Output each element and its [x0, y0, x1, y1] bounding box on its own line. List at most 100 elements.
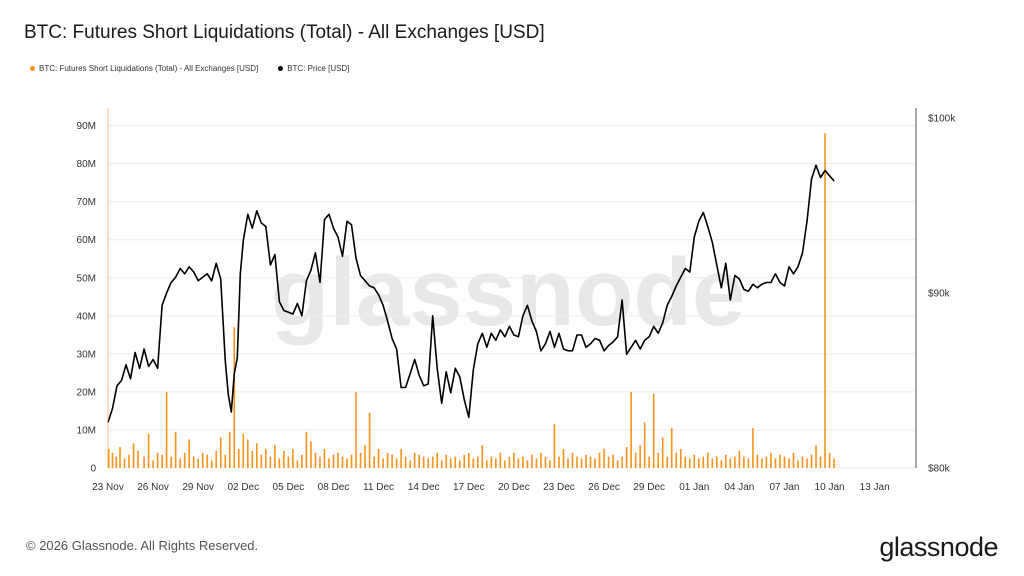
y-left-tick-label: 40M	[77, 311, 96, 322]
x-tick-label: 17 Dec	[453, 482, 485, 493]
liquidation-bar	[228, 431, 231, 468]
liquidation-bar	[161, 454, 163, 468]
liquidation-bar	[256, 443, 258, 468]
liquidation-bar	[287, 456, 290, 468]
liquidation-bar	[119, 447, 121, 468]
liquidation-bar	[278, 458, 281, 468]
liquidation-bar	[219, 437, 222, 468]
liquidation-bar	[156, 452, 159, 468]
liquidation-bar	[274, 445, 276, 468]
legend-item-liquidations[interactable]: BTC: Futures Short Liquidations (Total) …	[30, 64, 258, 73]
liquidation-bar	[477, 456, 479, 468]
liquidation-bar	[192, 456, 195, 468]
liquidation-bar	[310, 441, 312, 468]
liquidation-bar	[269, 456, 272, 468]
liquidation-bar	[535, 458, 538, 468]
glassnode-logo: glassnode	[879, 532, 998, 562]
liquidation-bar	[314, 452, 317, 468]
liquidation-bar	[652, 393, 655, 468]
liquidation-bar	[431, 456, 434, 468]
legend-item-price[interactable]: BTC: Price [USD]	[278, 64, 349, 73]
liquidation-bar	[738, 450, 741, 468]
y-right-tick-label: $100k	[928, 114, 956, 125]
liquidation-bar	[761, 458, 763, 468]
liquidation-bar	[526, 460, 529, 468]
liquidation-bar	[454, 456, 457, 468]
liquidation-bar	[206, 454, 209, 468]
liquidation-bar	[670, 428, 673, 468]
liquidation-bar	[445, 454, 448, 468]
liquidation-bar	[409, 460, 411, 468]
liquidation-bar	[797, 460, 799, 468]
liquidation-bar	[123, 458, 126, 468]
x-tick-label: 29 Nov	[182, 482, 214, 493]
liquidation-bar	[508, 456, 511, 468]
chart-axes: 0 10M 20M 30M 40M 50M 60M 70M 80M 90M $80k $90k $100…	[77, 108, 956, 493]
liquidation-bar	[364, 445, 366, 468]
liquidation-bar	[792, 452, 795, 468]
y-left-tick-label: 60M	[77, 235, 96, 246]
liquidation-bar	[355, 391, 357, 468]
liquidation-bar	[643, 422, 646, 468]
y-left-tick-label: 0	[90, 464, 96, 475]
liquidation-bar	[711, 458, 714, 468]
liquidation-bar	[752, 428, 754, 468]
liquidation-bar	[549, 460, 551, 468]
x-tick-label: 01 Jan	[679, 482, 709, 493]
liquidation-bar	[810, 454, 813, 468]
x-tick-label: 20 Dec	[498, 482, 530, 493]
liquidation-bars	[107, 133, 835, 468]
liquidation-bar	[305, 431, 308, 468]
liquidation-bar	[481, 445, 484, 468]
liquidation-bar	[765, 456, 768, 468]
chart-legend: BTC: Futures Short Liquidations (Total) …	[30, 64, 349, 73]
liquidation-bar	[283, 450, 285, 468]
liquidation-bar	[247, 439, 249, 468]
liquidation-bar	[251, 450, 254, 468]
liquidation-bar	[418, 454, 420, 468]
liquidation-bar	[774, 458, 777, 468]
liquidation-bar	[490, 456, 493, 468]
liquidation-bar	[828, 452, 831, 468]
liquidation-bar	[779, 454, 781, 468]
liquidation-bar	[174, 431, 177, 468]
liquidation-bar	[819, 456, 822, 468]
liquidation-bar	[210, 460, 213, 468]
liquidation-bar	[706, 452, 709, 468]
liquidation-bar	[725, 454, 727, 468]
x-tick-label: 10 Jan	[815, 482, 845, 493]
liquidation-bar	[436, 452, 439, 468]
liquidation-bar	[679, 448, 682, 468]
x-tick-label: 29 Dec	[633, 482, 665, 493]
liquidation-bar	[553, 424, 556, 468]
liquidation-bar	[495, 458, 497, 468]
liquidation-bar	[616, 460, 619, 468]
liquidation-bar	[137, 450, 139, 468]
liquidation-bar	[697, 458, 700, 468]
price-line-group	[107, 164, 835, 423]
liquidation-bar	[756, 454, 759, 468]
liquidation-bar	[179, 458, 181, 468]
liquidation-bar	[391, 454, 393, 468]
liquidation-bar	[463, 454, 466, 468]
liquidation-bar	[621, 456, 623, 468]
x-tick-label: 02 Dec	[227, 482, 259, 493]
liquidation-bar	[422, 456, 425, 468]
liquidation-bar	[115, 456, 118, 468]
liquidation-bar	[688, 458, 691, 468]
liquidation-bar	[404, 456, 407, 468]
liquidation-bar	[341, 456, 344, 468]
liquidation-bar	[824, 133, 826, 468]
liquidation-bar	[522, 456, 524, 468]
x-tick-label: 14 Dec	[408, 482, 440, 493]
liquidation-bar	[260, 454, 263, 468]
liquidation-bar	[359, 452, 362, 468]
liquidation-bar	[630, 391, 632, 468]
liquidation-bar	[580, 458, 583, 468]
liquidation-bar	[183, 452, 186, 468]
liquidation-bar	[743, 456, 745, 468]
x-tick-label: 23 Nov	[92, 482, 124, 493]
liquidation-bar	[603, 448, 605, 468]
liquidation-bar	[458, 460, 461, 468]
